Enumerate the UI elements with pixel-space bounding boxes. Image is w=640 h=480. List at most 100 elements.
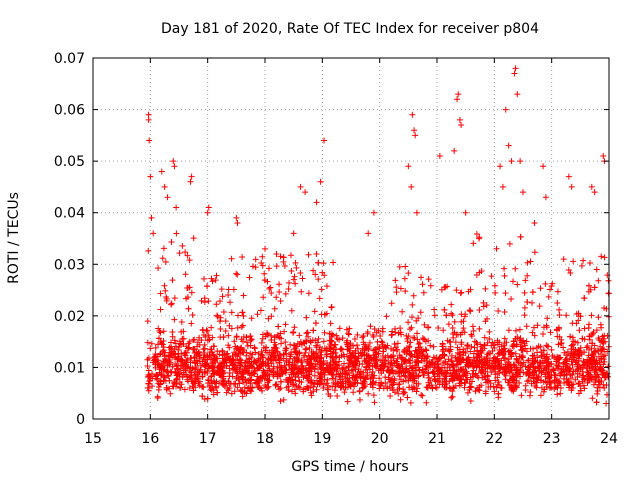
data-point [597, 351, 604, 358]
data-point [590, 330, 597, 337]
data-point [297, 269, 304, 276]
data-point [291, 386, 298, 393]
data-point [526, 369, 533, 376]
x-tick-label: 20 [371, 431, 389, 447]
data-point [341, 389, 348, 396]
data-point [591, 284, 598, 291]
data-point [437, 367, 444, 374]
data-point [517, 343, 524, 350]
x-tick-label: 16 [141, 431, 159, 447]
data-point [458, 311, 465, 318]
data-point [481, 355, 488, 362]
data-point [194, 339, 201, 346]
data-point [198, 297, 205, 304]
data-point [370, 209, 377, 216]
data-point [392, 277, 399, 284]
data-point [407, 399, 414, 406]
data-point [574, 373, 581, 380]
data-point [401, 369, 408, 376]
data-point [593, 266, 600, 273]
data-point [460, 349, 467, 356]
data-point [169, 277, 176, 284]
data-point [265, 355, 272, 362]
data-point [574, 363, 581, 370]
data-point [521, 312, 528, 319]
data-point [294, 358, 301, 365]
data-point [387, 392, 394, 399]
data-point [539, 330, 546, 337]
data-point [564, 378, 571, 385]
data-point [304, 329, 311, 336]
data-point [273, 263, 280, 270]
data-point [414, 330, 421, 337]
data-point [425, 374, 432, 381]
data-point [460, 366, 467, 373]
data-point [395, 362, 402, 369]
data-point [476, 306, 483, 313]
data-point [209, 278, 216, 285]
data-point [182, 249, 189, 256]
data-point [144, 363, 151, 370]
data-point [457, 366, 464, 373]
x-tick-label: 24 [600, 431, 618, 447]
data-point [328, 330, 335, 337]
data-point [218, 286, 225, 293]
data-point [144, 356, 151, 363]
data-point [356, 388, 363, 395]
data-point [329, 350, 336, 357]
data-point [325, 390, 332, 397]
data-point [542, 194, 549, 201]
data-point [239, 254, 246, 260]
data-point [501, 272, 508, 279]
data-point [458, 289, 465, 296]
data-point [346, 325, 353, 332]
data-point [218, 372, 225, 379]
data-point [259, 253, 266, 260]
data-point [251, 345, 258, 352]
grid [93, 58, 609, 419]
data-point [537, 377, 544, 384]
data-point [367, 323, 374, 330]
data-point [192, 384, 199, 391]
data-point [452, 354, 459, 361]
data-point [439, 341, 446, 348]
data-point [189, 365, 196, 372]
data-point [488, 360, 495, 367]
data-point [494, 357, 501, 364]
data-point [401, 389, 408, 396]
data-point [452, 339, 459, 346]
data-point [512, 327, 519, 334]
data-point [184, 373, 191, 380]
data-point [270, 353, 277, 360]
data-point [158, 168, 165, 175]
data-point [260, 367, 267, 374]
data-point [271, 352, 278, 359]
data-point [235, 359, 242, 366]
data-point [505, 327, 512, 334]
data-point [543, 353, 550, 360]
data-point [276, 281, 283, 288]
data-point [205, 363, 212, 370]
data-point [576, 350, 583, 357]
data-point [393, 348, 400, 355]
data-point [272, 370, 279, 377]
data-point [388, 353, 395, 360]
data-point [384, 383, 391, 390]
data-point [568, 381, 575, 388]
data-point [259, 375, 266, 382]
data-point [328, 304, 335, 311]
data-point [330, 346, 337, 353]
data-point [473, 272, 480, 279]
data-point [434, 364, 441, 371]
data-point [296, 332, 303, 339]
data-point [280, 254, 287, 261]
data-point [249, 263, 256, 270]
data-point [422, 366, 429, 373]
data-point [471, 344, 478, 351]
data-point [163, 368, 170, 375]
data-point [365, 359, 372, 366]
data-point [420, 348, 427, 355]
data-point [169, 328, 176, 335]
data-point [209, 364, 216, 371]
data-point [171, 316, 178, 323]
